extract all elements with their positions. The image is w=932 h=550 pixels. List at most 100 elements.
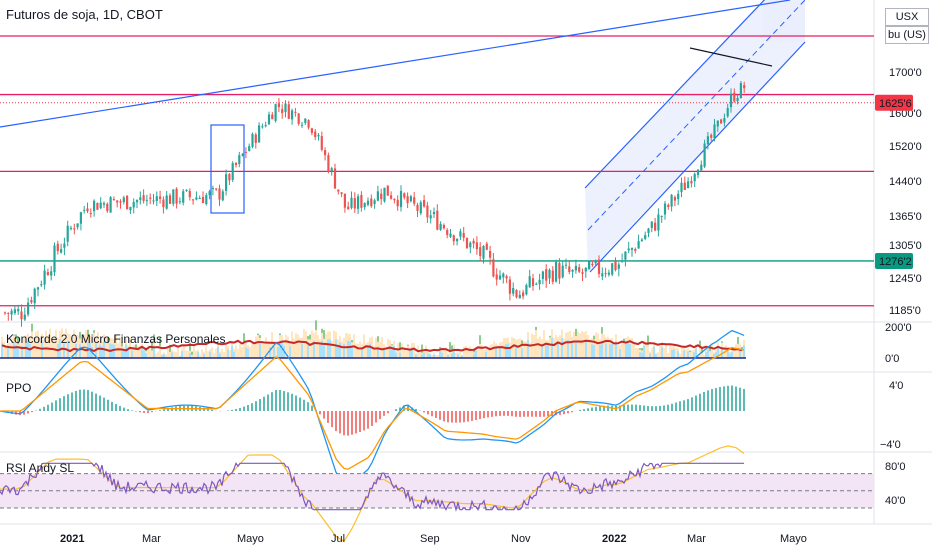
candle-body (195, 197, 198, 200)
time-axis-label: Mayo (780, 533, 807, 545)
candle-body (713, 124, 716, 139)
candle-body (155, 196, 158, 201)
resistance-trendline (689, 47, 773, 67)
candle-body (670, 194, 673, 207)
candle-body (231, 163, 234, 180)
candle-body (492, 259, 495, 277)
candle-body (132, 201, 135, 208)
candle-body (383, 187, 386, 202)
candle-body (588, 261, 591, 270)
rsi-tick-label: 80'0 (885, 461, 905, 473)
candle-body (310, 128, 313, 133)
candle-body (502, 273, 505, 278)
candle-body (211, 188, 214, 190)
candle-body (446, 229, 449, 235)
candle-body (640, 239, 643, 241)
time-axis-label: Mayo (237, 533, 264, 545)
candle-body (706, 136, 709, 145)
candle-body (7, 312, 10, 314)
price-tick-label: 1245'0 (889, 273, 922, 285)
candle-body (221, 191, 224, 201)
candle-body (555, 261, 558, 282)
candle-body (43, 270, 46, 285)
candle-body (574, 265, 577, 271)
candle-body (591, 264, 594, 266)
candle-body (525, 285, 528, 295)
candle-body (442, 225, 445, 229)
candle-body (23, 314, 26, 320)
candle-body (46, 272, 49, 276)
candle-body (419, 202, 422, 214)
candle-body (149, 197, 152, 199)
candle-body (152, 200, 155, 202)
candle-body (594, 260, 597, 264)
candle-body (663, 203, 667, 215)
candle-body (281, 109, 284, 114)
candle-body (406, 196, 409, 204)
rsi-tick-label: 40'0 (885, 495, 905, 507)
candle-body (79, 212, 82, 224)
candle-body (462, 233, 465, 238)
time-axis-label: Jul (331, 533, 345, 545)
candle-body (304, 118, 307, 123)
candle-body (208, 191, 211, 196)
candle-body (353, 198, 356, 209)
last-price-tag-label: 1625'6 (879, 98, 912, 110)
unit-selector[interactable]: bu (US) (885, 26, 929, 44)
candle-body (624, 251, 627, 260)
candle-body (508, 279, 511, 294)
candle-body (198, 198, 201, 200)
candle-body (654, 222, 657, 231)
channel-fill (585, 0, 805, 272)
candle-body (423, 200, 426, 207)
candle-body (739, 83, 742, 99)
price-tick-label: 1700'0 (889, 67, 922, 79)
candle-body (710, 134, 713, 138)
candle-body (399, 190, 403, 208)
ppo-fast-line (0, 329, 745, 487)
candle-body (634, 248, 637, 251)
koncorde-label: Koncorde 2.0 Micro Finanzas Personales (6, 332, 226, 346)
candle-body (294, 111, 297, 113)
candle-body (627, 248, 630, 251)
candle-body (505, 276, 508, 279)
candle-body (733, 92, 736, 102)
candle-body (93, 200, 96, 212)
channel-lower-line (589, 41, 806, 273)
rsi-line (0, 462, 744, 512)
candle-body (498, 275, 502, 280)
candle-body (192, 199, 195, 201)
candle-body (630, 248, 634, 251)
candle-body (403, 193, 406, 198)
currency-selector[interactable]: USX (885, 8, 929, 26)
candle-body (36, 287, 40, 290)
candle-body (650, 221, 653, 229)
candle-body (277, 103, 280, 108)
candle-body (271, 114, 274, 120)
candle-body (607, 272, 610, 275)
candle-body (568, 266, 571, 272)
candle-body (621, 260, 624, 262)
time-axis-label: Sep (420, 533, 440, 545)
rsi-label: RSI Andy SL (6, 461, 75, 475)
candle-body (10, 310, 13, 315)
channel-upper-line (584, 0, 766, 189)
candle-body (736, 97, 739, 102)
candle-body (690, 180, 693, 184)
time-axis-label: Mar (687, 533, 706, 545)
candle-body (188, 190, 191, 198)
time-axis-label: 2022 (602, 533, 626, 545)
candle-body (347, 206, 350, 210)
koncorde-tick-label: 200'0 (885, 322, 912, 334)
candle-body (720, 119, 723, 124)
candle-body (314, 131, 317, 138)
candle-body (159, 196, 162, 199)
level-price-tag-label: 1276'2 (879, 256, 912, 268)
candle-body (370, 198, 373, 207)
price-tick-label: 1440'0 (889, 176, 922, 188)
candle-body (617, 264, 620, 269)
candle-body (86, 208, 89, 212)
candle-body (261, 126, 264, 128)
candle-body (614, 260, 617, 271)
candle-body (122, 197, 125, 203)
